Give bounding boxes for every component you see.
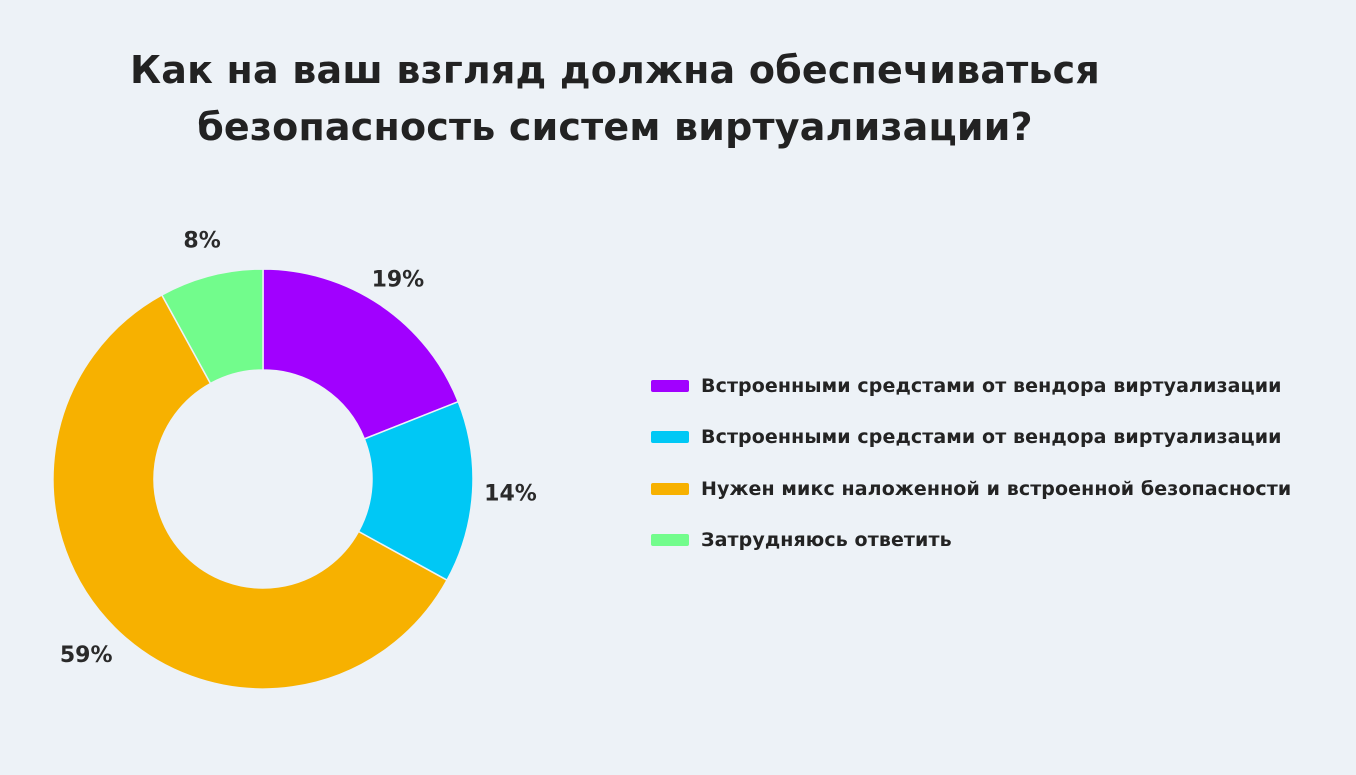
legend-label: Встроенными средстами от вендора виртуал… (701, 375, 1282, 397)
legend-label: Нужен микс наложенной и встроенной безоп… (701, 478, 1292, 500)
legend-swatch-purple (651, 380, 689, 392)
legend-item-hard-to-answer: Затрудняюсь ответить (651, 523, 1291, 557)
legend-swatch-blue (651, 431, 689, 443)
chart-title: Как на ваш взгляд должна обеспечиваться … (0, 42, 1230, 156)
chart-legend: Встроенными средстами от вендора виртуал… (651, 369, 1291, 574)
chart-title-line-2: безопасность систем виртуализации? (197, 105, 1033, 149)
data-label-19: 19% (372, 268, 425, 293)
data-label-14: 14% (484, 482, 537, 507)
legend-item-built-in-vendor-2: Встроенными средстами от вендора виртуал… (651, 420, 1291, 454)
slice-mix-security (52, 293, 449, 690)
chart-title-line-1: Как на ваш взгляд должна обеспечиваться (130, 48, 1100, 92)
legend-item-mix-security: Нужен микс наложенной и встроенной безоп… (651, 472, 1291, 506)
legend-label: Затрудняюсь ответить (701, 529, 952, 551)
slice-hard-to-answer (160, 268, 264, 385)
legend-item-built-in-vendor-1: Встроенными средстами от вендора виртуал… (651, 369, 1291, 403)
data-label-8: 8% (183, 229, 220, 254)
legend-label: Встроенными средстами от вендора виртуал… (701, 426, 1282, 448)
slice-built-in-vendor-1 (262, 268, 460, 440)
legend-swatch-green (651, 534, 689, 546)
data-label-59: 59% (60, 643, 113, 668)
legend-swatch-orange (651, 483, 689, 495)
